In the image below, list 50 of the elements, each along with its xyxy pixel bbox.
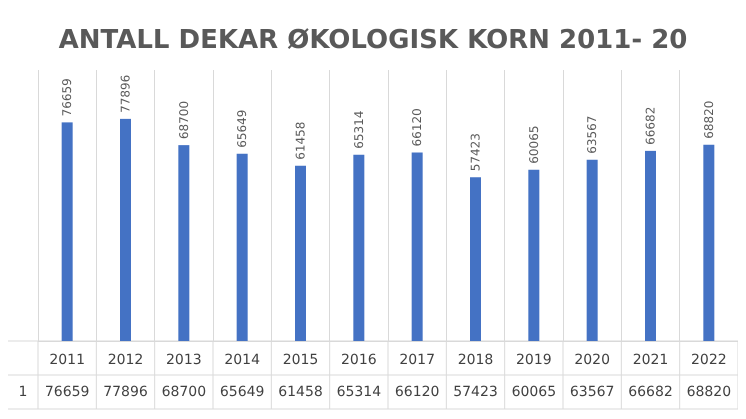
bar <box>353 154 364 341</box>
text: 68820 <box>686 384 732 400</box>
data-label: 60065 <box>526 126 541 164</box>
x-tick-label: 2012 <box>108 352 144 368</box>
text: 1 <box>18 384 28 400</box>
bar <box>645 150 656 341</box>
data-label: 77896 <box>118 74 132 113</box>
text: 66682 <box>628 384 673 400</box>
bar <box>178 145 190 341</box>
bar <box>528 170 540 341</box>
data-label: 65314 <box>352 110 366 149</box>
data-label: 68820 <box>702 100 716 139</box>
data-label: 57423 <box>468 133 482 172</box>
text: 60065 <box>512 384 556 400</box>
x-tick-label: 2015 <box>282 352 318 368</box>
text: 57423 <box>453 384 498 400</box>
chart-title: ANTALL DEKAR ØKOLOGISK KORN 2011- 20 <box>58 25 688 55</box>
bar <box>62 122 73 341</box>
bar <box>120 118 131 341</box>
text: 76659 <box>44 384 90 400</box>
bar <box>236 154 248 341</box>
bar <box>412 152 423 341</box>
x-tick-label: 2014 <box>224 352 260 368</box>
data-label: 66120 <box>410 108 424 146</box>
x-tick-label: 2016 <box>341 352 377 368</box>
bar <box>295 166 306 341</box>
data-label: 66682 <box>644 106 658 145</box>
bar <box>586 160 598 341</box>
data-label: 76659 <box>60 78 74 116</box>
x-tick-label: 2013 <box>166 352 202 368</box>
text: 65314 <box>336 384 382 400</box>
x-tick-label: 2021 <box>632 352 668 368</box>
data-label: 65649 <box>235 110 250 148</box>
text: 66120 <box>394 384 440 400</box>
text: 68700 <box>162 384 206 400</box>
x-tick-label: 2011 <box>49 352 85 368</box>
text: 77896 <box>103 384 148 400</box>
data-label: 63567 <box>585 116 600 154</box>
text: 61458 <box>278 384 323 400</box>
x-tick-label: 2019 <box>516 352 552 368</box>
x-tick-label: 2022 <box>691 352 727 368</box>
x-tick-label: 2017 <box>399 352 435 368</box>
bar <box>470 177 481 341</box>
data-label: 61458 <box>294 122 308 160</box>
text: 63567 <box>570 384 614 400</box>
bar <box>703 144 714 341</box>
text: 65649 <box>220 384 264 400</box>
x-tick-label: 2020 <box>574 352 610 368</box>
data-label: 68700 <box>176 100 191 140</box>
x-tick-label: 2018 <box>458 352 494 368</box>
